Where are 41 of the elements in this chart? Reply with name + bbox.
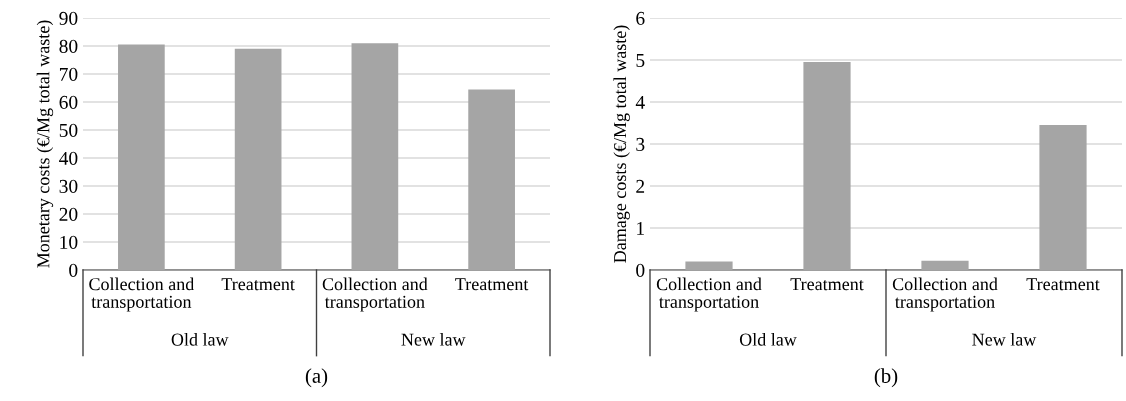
y-axis-title: Damage costs (€/Mg total waste): [613, 25, 630, 263]
x-tick-label: Collection and transportation: [322, 277, 428, 312]
y-tick-label: 80: [59, 39, 78, 53]
y-tick-label: 0: [69, 263, 78, 277]
text: Old law: [171, 333, 229, 346]
bar: [351, 43, 399, 270]
y-tick-label: 4: [635, 95, 645, 109]
bar: [234, 48, 282, 270]
x-tick-label: Treatment: [790, 278, 864, 291]
bar: [118, 44, 165, 270]
y-tick-label: 40: [59, 151, 78, 165]
text: New law: [972, 333, 1037, 346]
text: Old law: [739, 333, 797, 346]
y-tick-label: 70: [59, 67, 78, 81]
bar: [803, 62, 851, 270]
y-tick-label: 20: [59, 207, 78, 221]
x-tick-label: Collection and transportation: [656, 277, 762, 312]
y-tick-label: 2: [636, 179, 645, 193]
y-tick-label: 10: [60, 235, 78, 249]
bar: [1039, 125, 1087, 270]
x-tick-label: Collection and transportation: [89, 277, 195, 312]
y-tick-label: 60: [59, 95, 78, 109]
y-tick-label: 30: [59, 179, 78, 193]
x-tick-label: Treatment: [221, 278, 295, 291]
text: (a): [305, 368, 328, 388]
y-tick-label: 3: [636, 137, 645, 151]
x-tick-label: Collection and transportation: [892, 277, 998, 312]
text: (b): [874, 368, 898, 388]
x-tick-label: Treatment: [1026, 278, 1100, 291]
bar: [685, 261, 733, 270]
y-tick-label: 5: [636, 54, 645, 67]
y-tick-label: 6: [636, 11, 645, 25]
y-tick-label: 1: [637, 221, 644, 235]
y-tick-label: 90: [59, 11, 78, 25]
y-tick-label: 50: [59, 123, 78, 137]
y-tick-label: 0: [636, 263, 645, 277]
bar: [468, 89, 515, 270]
x-tick-label: Treatment: [455, 278, 529, 291]
bar: [921, 260, 969, 270]
text: New law: [401, 333, 466, 346]
y-axis-title: Monetary costs (€/Mg total waste): [36, 20, 54, 268]
